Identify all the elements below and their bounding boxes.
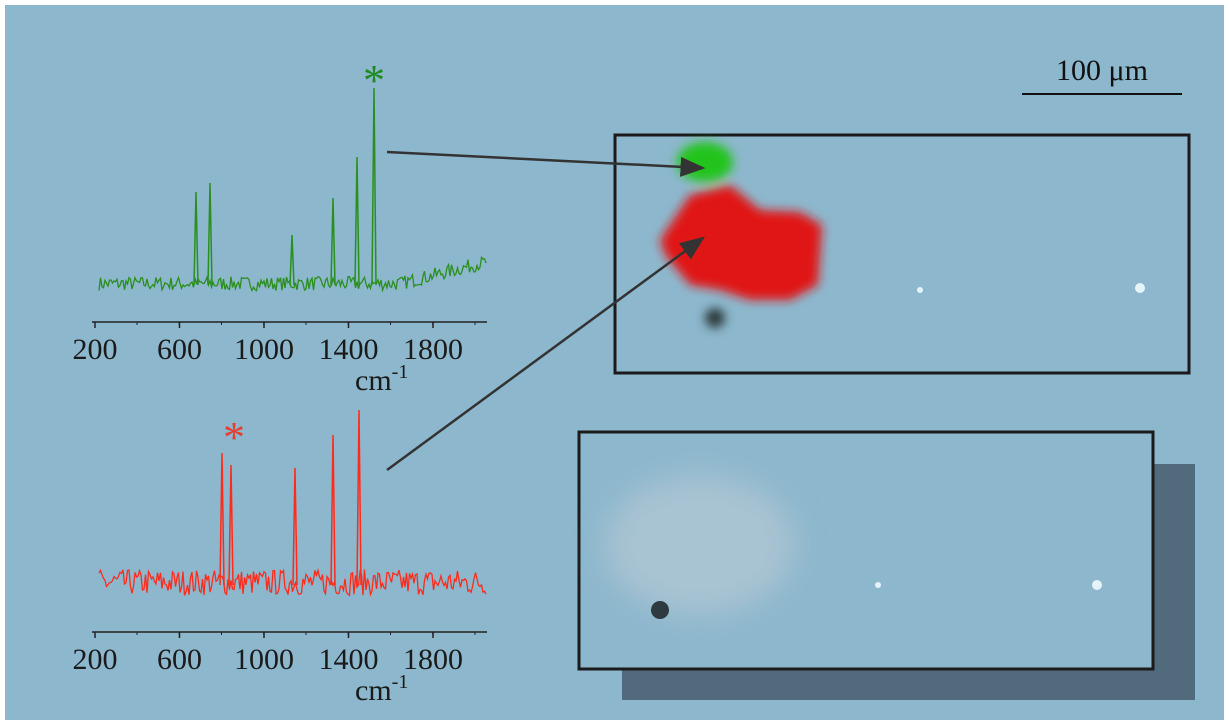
axis-unit: cm-1 <box>355 671 408 707</box>
asterisk: * <box>363 56 385 105</box>
tick-label: 600 <box>157 333 202 366</box>
tick-label: 1800 <box>403 333 463 366</box>
bright-spot <box>1092 580 1102 590</box>
tick-label: 200 <box>73 333 118 366</box>
spectrum-peaks <box>219 409 362 586</box>
tick-label: 1400 <box>319 643 379 676</box>
spectrum-trace <box>98 255 487 293</box>
axis-unit: cm-1 <box>355 361 408 397</box>
tick-label: 1800 <box>403 643 463 676</box>
particle-optical <box>605 475 795 615</box>
arrow <box>386 150 706 177</box>
unit-exponent: -1 <box>392 671 409 693</box>
arrow <box>386 236 706 472</box>
spectrum-trace <box>98 567 487 597</box>
asterisk: * <box>223 413 245 462</box>
bright-spot <box>875 582 881 588</box>
spectrum-peaks <box>193 87 377 286</box>
unit: cm <box>355 364 392 397</box>
tick-label: 1000 <box>234 333 294 366</box>
scale-bar-label: 100 μm <box>1056 54 1148 87</box>
unit-exponent: -1 <box>392 361 409 383</box>
bright-spot <box>1135 283 1145 293</box>
raman-map-box <box>613 133 1191 375</box>
tick-label: 1400 <box>319 333 379 366</box>
bright-spot <box>917 287 923 293</box>
tick-label: 600 <box>157 643 202 676</box>
unit: cm <box>355 674 392 707</box>
tick-label: 1000 <box>234 643 294 676</box>
tick-label: 200 <box>73 643 118 676</box>
dark-spot <box>651 601 669 619</box>
